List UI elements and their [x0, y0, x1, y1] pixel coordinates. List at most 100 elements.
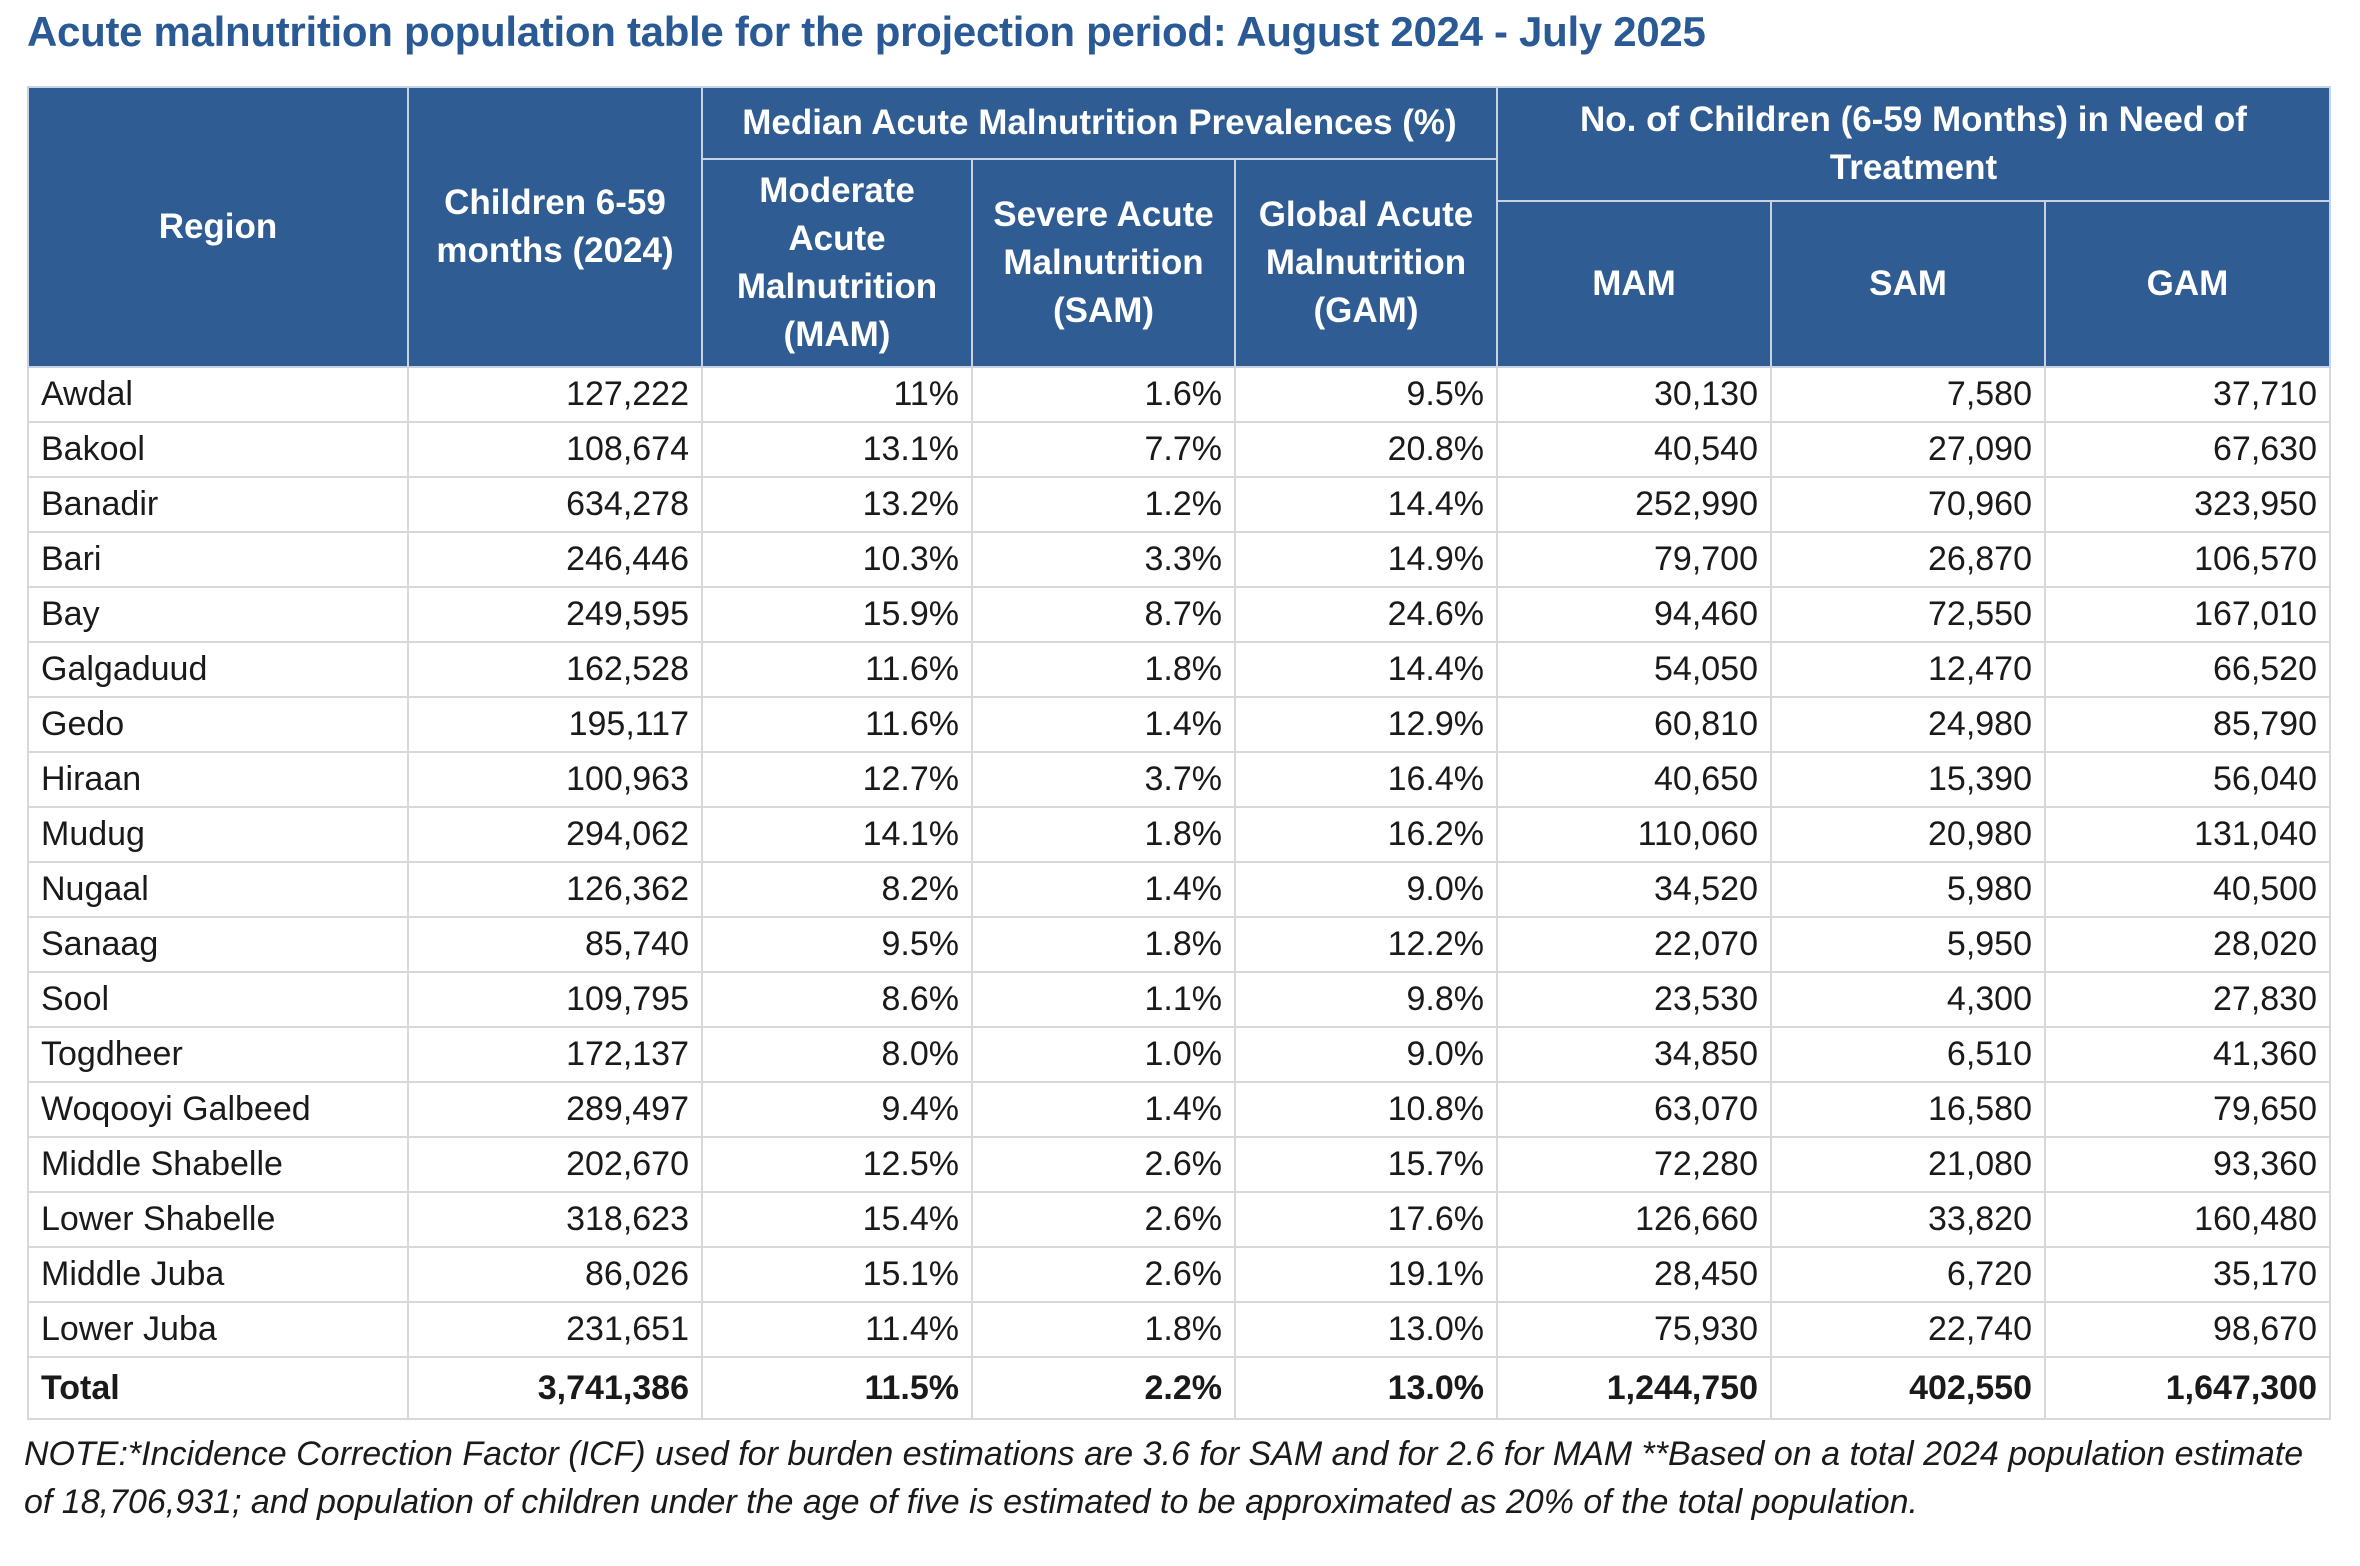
sam-count-cell: 402,550 [1770, 1356, 2046, 1420]
children-cell: 126,362 [407, 861, 703, 918]
sam-count-cell: 7,580 [1770, 366, 2046, 423]
table-row: Middle Juba 86,026 15.1% 2.6% 19.1% 28,450 6,7… [27, 1246, 2331, 1303]
gam-pct-cell: 13.0% [1234, 1301, 1498, 1358]
sam-pct-cell: 2.6% [971, 1136, 1236, 1193]
mam-count-cell: 94,460 [1496, 586, 1772, 643]
children-cell: 3,741,386 [407, 1356, 703, 1420]
gam-pct-cell: 16.4% [1234, 751, 1498, 808]
sam-pct-cell: 1.8% [971, 916, 1236, 973]
gam-pct-cell: 19.1% [1234, 1246, 1498, 1303]
mam-count-cell: 1,244,750 [1496, 1356, 1772, 1420]
mam-count-cell: 23,530 [1496, 971, 1772, 1028]
region-cell: Lower Shabelle [27, 1191, 409, 1248]
table-row: Sanaag 85,740 9.5% 1.8% 12.2% 22,070 5,950 28,0… [27, 916, 2331, 973]
children-cell: 289,497 [407, 1081, 703, 1138]
gam-count-cell: 93,360 [2044, 1136, 2331, 1193]
mam-pct-cell: 8.0% [701, 1026, 973, 1083]
table-row: Lower Shabelle 318,623 15.4% 2.6% 17.6% 126,6… [27, 1191, 2331, 1248]
mam-count-cell: 110,060 [1496, 806, 1772, 863]
header-gam-pct: Global Acute Malnutrition (GAM) [1234, 158, 1498, 368]
children-cell: 195,117 [407, 696, 703, 753]
table-row: Awdal 127,222 11% 1.6% 9.5% 30,130 7,580 37,710 [27, 366, 2331, 423]
mam-pct-cell: 11.5% [701, 1356, 973, 1420]
sam-count-cell: 24,980 [1770, 696, 2046, 753]
gam-pct-cell: 17.6% [1234, 1191, 1498, 1248]
sam-count-cell: 27,090 [1770, 421, 2046, 478]
mam-pct-cell: 15.4% [701, 1191, 973, 1248]
sam-pct-cell: 2.6% [971, 1246, 1236, 1303]
footnote: NOTE:*Incidence Correction Factor (ICF) … [24, 1435, 2304, 1521]
table-row: Mudug 294,062 14.1% 1.8% 16.2% 110,060 20,980 1… [27, 806, 2331, 863]
gam-pct-cell: 9.0% [1234, 861, 1498, 918]
gam-count-cell: 35,170 [2044, 1246, 2331, 1303]
gam-count-cell: 1,647,300 [2044, 1356, 2331, 1420]
sam-count-cell: 16,580 [1770, 1081, 2046, 1138]
table-row: Woqooyi Galbeed 289,497 9.4% 1.4% 10.8% 63,07… [27, 1081, 2331, 1138]
children-cell: 127,222 [407, 366, 703, 423]
sam-count-cell: 5,980 [1770, 861, 2046, 918]
region-cell: Lower Juba [27, 1301, 409, 1358]
gam-pct-cell: 13.0% [1234, 1356, 1498, 1420]
sam-count-cell: 5,950 [1770, 916, 2046, 973]
gam-count-cell: 28,020 [2044, 916, 2331, 973]
mam-pct-cell: 12.7% [701, 751, 973, 808]
gam-count-cell: 41,360 [2044, 1026, 2331, 1083]
header-need-group: No. of Children (6-59 Months) in Need of… [1496, 86, 2331, 202]
children-cell: 246,446 [407, 531, 703, 588]
header-mam-count: MAM [1496, 200, 1772, 368]
mam-count-cell: 34,850 [1496, 1026, 1772, 1083]
mam-pct-cell: 11.4% [701, 1301, 973, 1358]
table-row: Nugaal 126,362 8.2% 1.4% 9.0% 34,520 5,980 40,5… [27, 861, 2331, 918]
region-cell: Banadir [27, 476, 409, 533]
sam-count-cell: 33,820 [1770, 1191, 2046, 1248]
sam-pct-cell: 1.4% [971, 1081, 1236, 1138]
children-cell: 85,740 [407, 916, 703, 973]
gam-pct-cell: 10.8% [1234, 1081, 1498, 1138]
gam-count-cell: 131,040 [2044, 806, 2331, 863]
sam-pct-cell: 1.2% [971, 476, 1236, 533]
sam-pct-cell: 1.1% [971, 971, 1236, 1028]
mam-count-cell: 75,930 [1496, 1301, 1772, 1358]
gam-pct-cell: 12.9% [1234, 696, 1498, 753]
table-row: Middle Shabelle 202,670 12.5% 2.6% 15.7% 72,2… [27, 1136, 2331, 1193]
header-children: Children 6-59 months (2024) [407, 86, 703, 368]
gam-count-cell: 160,480 [2044, 1191, 2331, 1248]
region-cell: Sanaag [27, 916, 409, 973]
sam-count-cell: 21,080 [1770, 1136, 2046, 1193]
page-title: Acute malnutrition population table for … [27, 8, 1706, 55]
table-row: Gedo 195,117 11.6% 1.4% 12.9% 60,810 24,980 85,… [27, 696, 2331, 753]
mam-count-cell: 79,700 [1496, 531, 1772, 588]
mam-pct-cell: 12.5% [701, 1136, 973, 1193]
table-row: Bakool 108,674 13.1% 7.7% 20.8% 40,540 27,090 6… [27, 421, 2331, 478]
table-row: Bari 246,446 10.3% 3.3% 14.9% 79,700 26,870 106… [27, 531, 2331, 588]
mam-count-cell: 22,070 [1496, 916, 1772, 973]
table-row: Banadir 634,278 13.2% 1.2% 14.4% 252,990 70,96… [27, 476, 2331, 533]
mam-count-cell: 40,650 [1496, 751, 1772, 808]
gam-count-cell: 323,950 [2044, 476, 2331, 533]
sam-pct-cell: 8.7% [971, 586, 1236, 643]
gam-count-cell: 98,670 [2044, 1301, 2331, 1358]
children-cell: 86,026 [407, 1246, 703, 1303]
children-cell: 634,278 [407, 476, 703, 533]
sam-pct-cell: 2.2% [971, 1356, 1236, 1420]
region-cell: Mudug [27, 806, 409, 863]
sam-pct-cell: 1.4% [971, 861, 1236, 918]
mam-pct-cell: 11.6% [701, 641, 973, 698]
region-cell: Bakool [27, 421, 409, 478]
mam-count-cell: 40,540 [1496, 421, 1772, 478]
region-cell: Awdal [27, 366, 409, 423]
mam-count-cell: 30,130 [1496, 366, 1772, 423]
region-cell: Middle Juba [27, 1246, 409, 1303]
gam-pct-cell: 9.8% [1234, 971, 1498, 1028]
sam-count-cell: 20,980 [1770, 806, 2046, 863]
mam-pct-cell: 11.6% [701, 696, 973, 753]
gam-pct-cell: 20.8% [1234, 421, 1498, 478]
gam-pct-cell: 15.7% [1234, 1136, 1498, 1193]
sam-pct-cell: 3.3% [971, 531, 1236, 588]
mam-count-cell: 72,280 [1496, 1136, 1772, 1193]
gam-pct-cell: 14.4% [1234, 641, 1498, 698]
table-row: Lower Juba 231,651 11.4% 1.8% 13.0% 75,930 22,… [27, 1301, 2331, 1358]
mam-count-cell: 28,450 [1496, 1246, 1772, 1303]
region-cell: Woqooyi Galbeed [27, 1081, 409, 1138]
gam-count-cell: 40,500 [2044, 861, 2331, 918]
